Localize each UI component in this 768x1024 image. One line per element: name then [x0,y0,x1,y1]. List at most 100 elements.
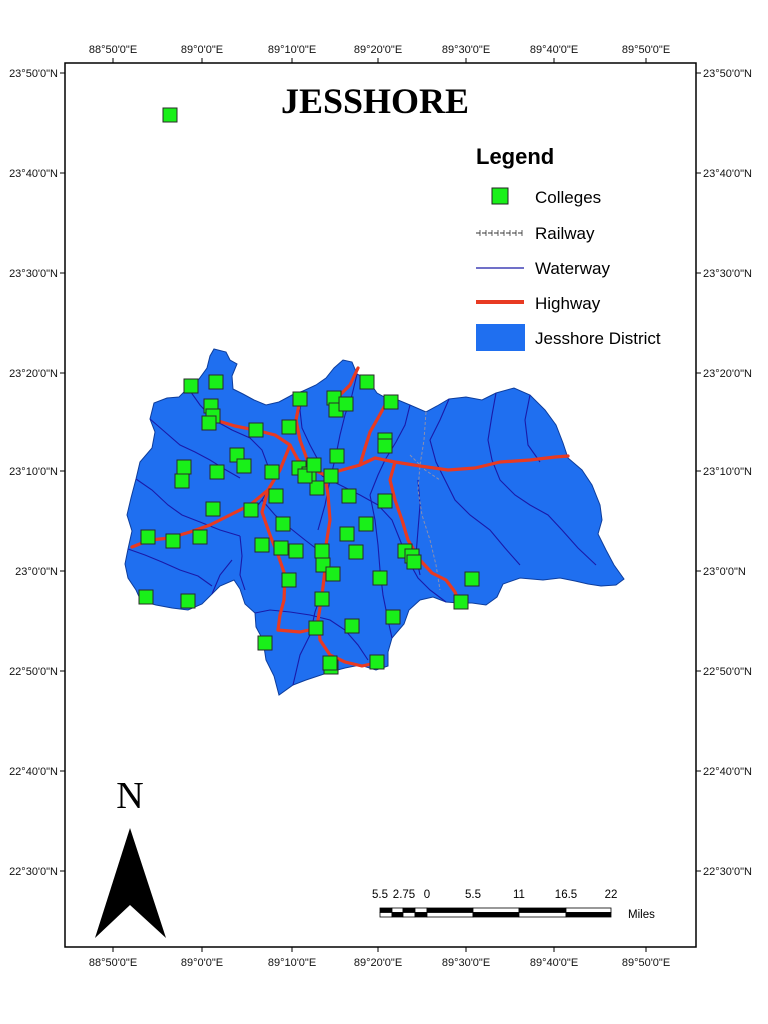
college-marker [323,468,339,484]
college-marker [268,488,284,504]
college-marker [308,620,324,636]
scale-segment [414,907,428,913]
lat-label-left: 23°10'0"N [9,466,58,478]
legend-label-waterway: Waterway [535,259,610,278]
lat-label-right: 23°10'0"N [703,466,752,478]
lat-label-left: 23°50'0"N [9,68,58,80]
lat-label-left: 22°30'0"N [9,866,58,878]
legend-label-jesshore-district: Jesshore District [535,329,661,348]
college-marker [358,516,374,532]
scale-segment [565,912,612,918]
college-marker [183,378,199,394]
college-marker [275,516,291,532]
lon-label-top: 89°20'0"E [354,44,402,56]
scale-bar: Miles 5.5 2.75 0 5.5 11 16.5 22 [372,889,655,921]
lon-label-bottom: 89°10'0"E [268,957,316,969]
waterway-line [127,548,213,587]
college-marker [248,422,264,438]
lat-label-right: 23°50'0"N [703,68,752,80]
lat-label-right: 22°50'0"N [703,666,752,678]
college-marker [406,554,422,570]
college-marker [314,591,330,607]
highway-line [358,398,390,467]
legend-label-highway: Highway [535,294,601,313]
district-fill-icon [476,324,525,351]
lat-label-right: 23°30'0"N [703,268,752,280]
college-marker [383,394,399,410]
college-marker [325,566,341,582]
college-marker [281,572,297,588]
college-marker [140,529,156,545]
scale-segment [472,907,520,913]
lon-label-top: 89°0'0"E [181,44,223,56]
lon-label-top: 89°10'0"E [268,44,316,56]
lon-label-top: 88°50'0"E [89,44,137,56]
north-arrow: N [95,775,166,938]
scale-tick-label: 16.5 [555,889,577,901]
college-marker [264,464,280,480]
lon-label-top: 89°40'0"E [530,44,578,56]
waterway-line [487,392,597,566]
college-marker [369,654,385,670]
lat-label-left: 22°40'0"N [9,766,58,778]
lon-label-top: 89°30'0"E [442,44,490,56]
scale-segment [426,912,474,918]
scale-tick-label: 22 [605,889,618,901]
scale-segment [391,912,404,918]
college-marker [377,493,393,509]
highway-line [316,473,382,668]
scale-segment [414,912,428,918]
lat-label-left: 23°40'0"N [9,168,58,180]
lat-label-right: 23°0'0"N [703,566,746,578]
scale-tick-label: 5.5 [465,889,481,901]
college-marker [453,594,469,610]
college-marker [385,609,401,625]
highway-line [338,366,360,397]
college-marker [329,448,345,464]
scale-tick-label: 11 [513,889,525,901]
college-marker [201,415,217,431]
lat-label-left: 23°0'0"N [15,566,58,578]
waterway-line [335,373,358,456]
college-marker [348,544,364,560]
scale-segment [402,912,416,918]
college-marker [344,618,360,634]
lat-label-left: 23°30'0"N [9,268,58,280]
lon-label-bottom: 89°0'0"E [181,957,223,969]
scale-tick-label: 0 [424,889,430,901]
college-marker [180,593,196,609]
college-marker [306,457,322,473]
scale-segment [379,907,393,913]
railway-line [409,454,441,481]
scale-segment [426,907,474,913]
college-marker [138,589,154,605]
college-marker [165,533,181,549]
college-marker [341,488,357,504]
scale-segment [379,912,393,918]
legend-label-railway: Railway [535,224,595,243]
college-marker [338,396,354,412]
colleges-layer [138,107,480,675]
college-marker [192,529,208,545]
waterway-line [149,418,241,479]
college-marker [281,419,297,435]
map-title: JESSHORE [281,81,469,121]
lat-label-right: 22°30'0"N [703,866,752,878]
college-marker [162,107,178,123]
lon-label-bottom: 89°30'0"E [442,957,490,969]
lat-label-left: 23°20'0"N [9,368,58,380]
college-marker [205,501,221,517]
college-marker [288,543,304,559]
scale-tick-label: 2.75 [393,889,415,901]
college-marker [309,480,325,496]
legend-title: Legend [476,144,554,169]
green-square-icon [491,187,509,205]
lon-label-bottom: 89°40'0"E [530,957,578,969]
legend: Legend Colleges Railway Waterway Highway… [476,144,661,351]
college-marker [243,502,259,518]
lat-label-left: 22°50'0"N [9,666,58,678]
scale-segment [472,912,520,918]
college-marker [322,655,338,671]
college-marker [359,374,375,390]
